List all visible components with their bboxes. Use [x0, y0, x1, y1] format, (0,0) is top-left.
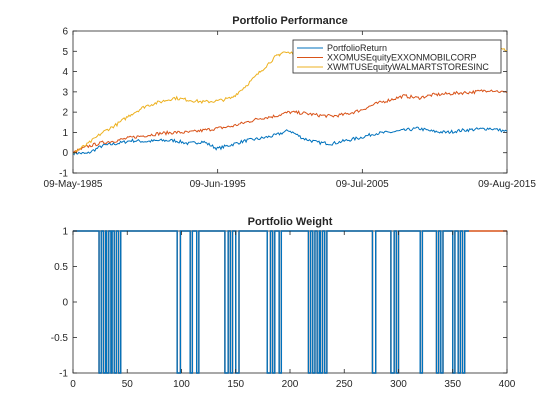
weight-title: Portfolio Weight [248, 216, 333, 228]
performance-ytick-label: 5 [62, 47, 68, 58]
legend-label-3: XWMTUSEquityWALMARTSTORESINC [327, 62, 489, 72]
weight-ytick-label: 1 [62, 227, 68, 238]
weight-xtick-label: 250 [336, 379, 353, 390]
weight-ytick-label: -0.5 [51, 333, 69, 344]
performance-axes: Portfolio Performance -1 0 1 2 3 4 5 6 09-May-19… [44, 15, 537, 190]
weight-xtick-label: 200 [282, 379, 299, 390]
weight-series-group [73, 230, 507, 374]
weight-xtick-label: 100 [173, 379, 190, 390]
performance-xtick-label: 09-Aug-2015 [478, 179, 536, 190]
performance-ytick-label: 0 [62, 148, 68, 159]
performance-series-line-2 [72, 89, 508, 154]
weight-ytick-label: 0 [62, 298, 68, 309]
performance-title: Portfolio Performance [232, 15, 348, 27]
performance-series-line-1 [72, 126, 508, 156]
legend-box [292, 39, 502, 74]
weight-xtick-label: 400 [499, 379, 516, 390]
legend-label-2: XXOMUSEquityEXXONMOBILCORP [327, 53, 477, 63]
weight-xtick-label: 350 [444, 379, 461, 390]
performance-xtick-label: 09-Jun-1995 [190, 179, 247, 190]
weight-ytick-label: 0.5 [54, 262, 68, 273]
weight-series-line-1 [73, 230, 470, 374]
weight-plot-area [72, 230, 508, 374]
performance-ytick-label: 3 [62, 87, 68, 98]
performance-ytick-label: 2 [62, 108, 68, 119]
performance-ticks: -1 0 1 2 3 4 5 6 09-May-1985 09-Jun-1995 09-Jul-20… [44, 27, 537, 191]
weight-xtick-label: 50 [122, 379, 134, 390]
performance-legend: PortfolioReturnXXOMUSEquityEXXONMOBILCOR… [292, 39, 502, 74]
legend-label-1: PortfolioReturn [327, 43, 387, 53]
performance-xtick-label: 09-May-1985 [44, 179, 103, 190]
performance-ytick-label: 6 [62, 27, 68, 38]
weight-axes: Portfolio Weight -1 -0.5 0 0.5 1 0 50 100 150 200… [51, 216, 516, 390]
weight-xtick-label: 300 [390, 379, 407, 390]
performance-ytick-label: 4 [62, 67, 68, 78]
performance-xtick-label: 09-Jul-2005 [336, 179, 389, 190]
performance-ytick-label: -1 [59, 169, 68, 180]
performance-ytick-label: 1 [62, 128, 68, 139]
weight-ticks: -1 -0.5 0 0.5 1 0 50 100 150 200 250 300 350 400 [51, 227, 516, 391]
weight-ytick-label: -1 [59, 369, 68, 380]
weight-xtick-label: 150 [227, 379, 244, 390]
weight-xtick-label: 0 [70, 379, 76, 390]
